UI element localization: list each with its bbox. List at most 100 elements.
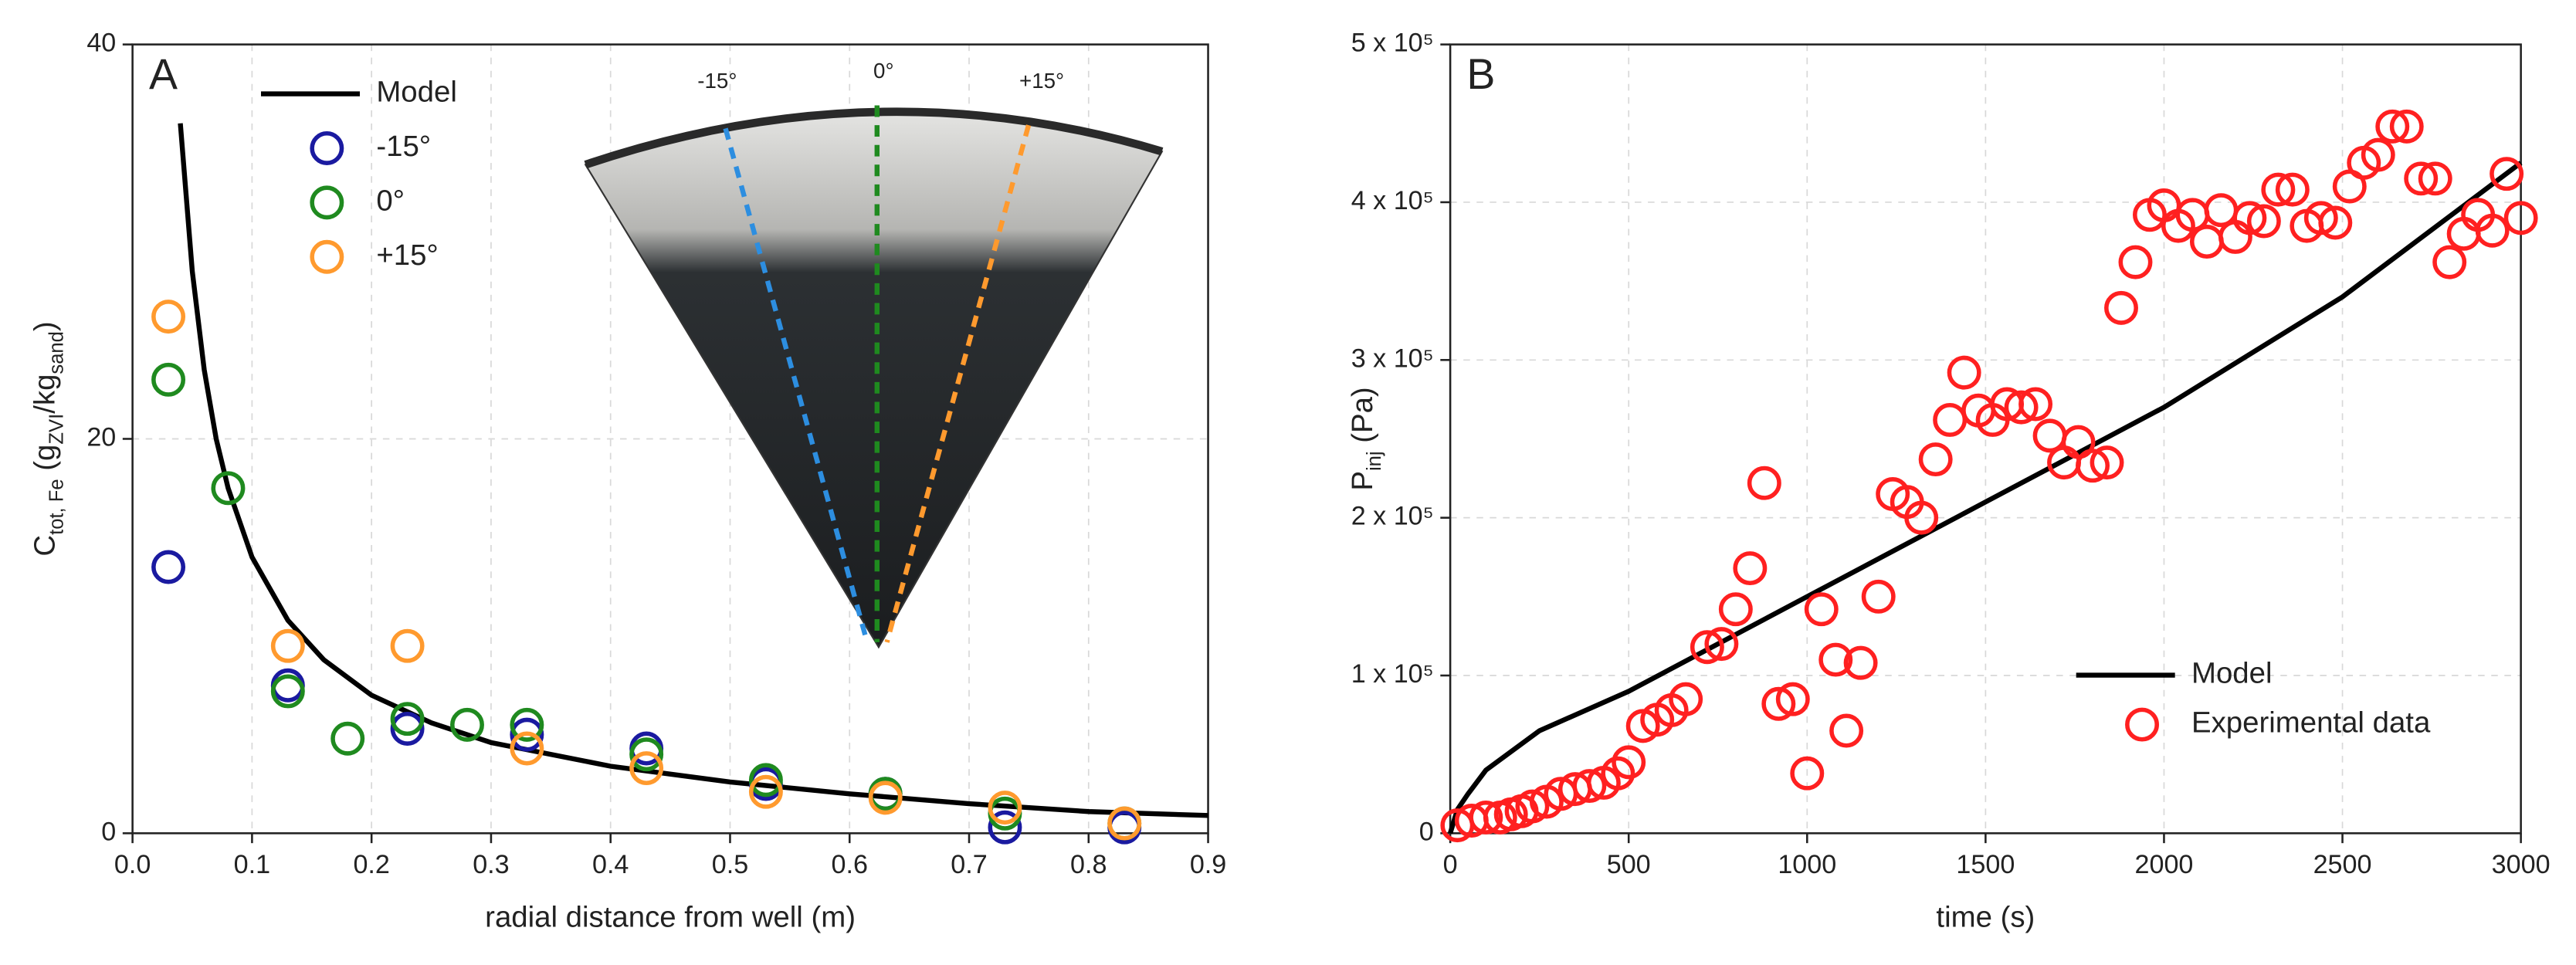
y-label-part: tot, Fe bbox=[46, 479, 67, 535]
data-point bbox=[1947, 355, 1981, 390]
data-point bbox=[868, 780, 903, 815]
data-point bbox=[151, 362, 186, 397]
y-tick-label: 2 x 10⁵ bbox=[1351, 502, 1434, 531]
data-point bbox=[270, 674, 305, 709]
x-tick-label: 2000 bbox=[2135, 850, 2194, 879]
legend-swatch bbox=[310, 239, 344, 274]
data-point bbox=[1775, 682, 1810, 716]
legend-label: Model bbox=[376, 76, 457, 109]
data-point bbox=[2389, 109, 2424, 144]
y-tick-label: 5 x 10⁵ bbox=[1351, 29, 1434, 58]
y-axis-label: Ctot, Fe (gZVI/kgsand) bbox=[29, 321, 68, 556]
data-point bbox=[1918, 442, 1953, 477]
data-point bbox=[2076, 449, 2110, 483]
y-label-part: P bbox=[1346, 471, 1379, 491]
y-tick-label: 0 bbox=[1419, 817, 1434, 846]
x-tick-label: 0 bbox=[1443, 850, 1458, 879]
x-tick-label: 2500 bbox=[2313, 850, 2372, 879]
data-point bbox=[2475, 213, 2510, 248]
x-tick-label: 0.7 bbox=[951, 850, 987, 879]
data-point bbox=[1690, 630, 1724, 665]
y-label-part: /kg bbox=[29, 374, 62, 414]
data-point bbox=[211, 471, 246, 506]
data-point bbox=[1572, 769, 1607, 804]
x-tick-label: 1000 bbox=[1778, 850, 1836, 879]
data-point bbox=[1515, 789, 1550, 824]
legend-swatch bbox=[2125, 707, 2159, 742]
data-point bbox=[1843, 645, 1878, 680]
y-label-part: C bbox=[29, 535, 62, 557]
data-point bbox=[1704, 627, 1739, 662]
data-point bbox=[390, 711, 425, 746]
legend-swatch bbox=[310, 185, 344, 220]
x-tick-label: 0.3 bbox=[473, 850, 509, 879]
data-point bbox=[151, 550, 186, 584]
data-point bbox=[1933, 402, 1968, 437]
x-tick-label: 0.8 bbox=[1070, 850, 1107, 879]
data-point bbox=[2318, 205, 2353, 240]
y-label-part: (Pa) bbox=[1346, 387, 1379, 451]
data-point bbox=[1669, 682, 1703, 716]
x-axis-label: radial distance from well (m) bbox=[485, 900, 856, 933]
data-point bbox=[629, 737, 664, 772]
data-point bbox=[450, 707, 484, 742]
data-point bbox=[1733, 551, 1768, 586]
y-tick-label: 0 bbox=[101, 817, 116, 846]
legend-label: +15° bbox=[376, 239, 438, 272]
model-line bbox=[1448, 161, 2523, 835]
data-point bbox=[270, 628, 305, 663]
data-point bbox=[510, 731, 544, 766]
y-label-part: (g bbox=[29, 445, 62, 479]
y-tick-label: 20 bbox=[86, 422, 116, 452]
x-tick-label: 500 bbox=[1607, 850, 1651, 879]
data-point bbox=[2118, 245, 2153, 279]
data-point bbox=[1107, 806, 1142, 841]
data-point bbox=[1829, 713, 1864, 748]
data-point bbox=[2303, 201, 2338, 235]
data-point bbox=[510, 717, 544, 752]
x-tick-label: 0.0 bbox=[114, 850, 151, 879]
data-point bbox=[1601, 756, 1635, 791]
data-point bbox=[2375, 109, 2410, 144]
x-axis-label: time (s) bbox=[1936, 900, 2035, 933]
inset-label: +15° bbox=[1019, 69, 1064, 93]
data-point bbox=[988, 791, 1022, 825]
inset-label: 0° bbox=[873, 59, 894, 83]
data-point bbox=[1861, 579, 1896, 614]
y-tick-label: 4 x 10⁵ bbox=[1351, 186, 1434, 215]
plot-frame bbox=[1449, 43, 2522, 835]
plot-frame bbox=[131, 43, 1209, 835]
legend-label: Model bbox=[2191, 657, 2273, 690]
x-tick-label: 0.5 bbox=[712, 850, 748, 879]
data-point bbox=[2189, 225, 2224, 259]
data-point bbox=[2432, 245, 2467, 279]
y-label-part: ) bbox=[29, 321, 62, 331]
legend-label: -15° bbox=[376, 130, 431, 163]
y-tick-label: 40 bbox=[86, 29, 116, 58]
x-tick-label: 0.4 bbox=[592, 850, 629, 879]
data-point bbox=[1718, 592, 1753, 627]
data-point bbox=[390, 628, 425, 663]
data-point bbox=[1818, 642, 1853, 677]
data-point bbox=[988, 810, 1022, 845]
x-tick-label: 0.2 bbox=[353, 850, 389, 879]
data-point bbox=[748, 763, 783, 797]
data-point bbox=[2018, 387, 2053, 422]
inset-photo bbox=[584, 105, 1164, 649]
panel-letter: B bbox=[1466, 50, 1495, 98]
y-label-part: inj bbox=[1364, 451, 1385, 471]
legend-label: 0° bbox=[376, 185, 405, 218]
data-point bbox=[2418, 161, 2452, 196]
inset-label: -15° bbox=[697, 69, 737, 93]
y-tick-label: 1 x 10⁵ bbox=[1351, 659, 1434, 689]
x-tick-label: 0.1 bbox=[234, 850, 270, 879]
data-point bbox=[2004, 390, 2039, 425]
y-label-part: sand bbox=[46, 331, 67, 374]
data-point bbox=[2090, 445, 2124, 480]
data-point bbox=[2503, 201, 2538, 235]
legend-swatch bbox=[310, 131, 344, 165]
x-tick-label: 1500 bbox=[1956, 850, 2015, 879]
data-point bbox=[629, 751, 664, 786]
data-point bbox=[390, 702, 425, 736]
